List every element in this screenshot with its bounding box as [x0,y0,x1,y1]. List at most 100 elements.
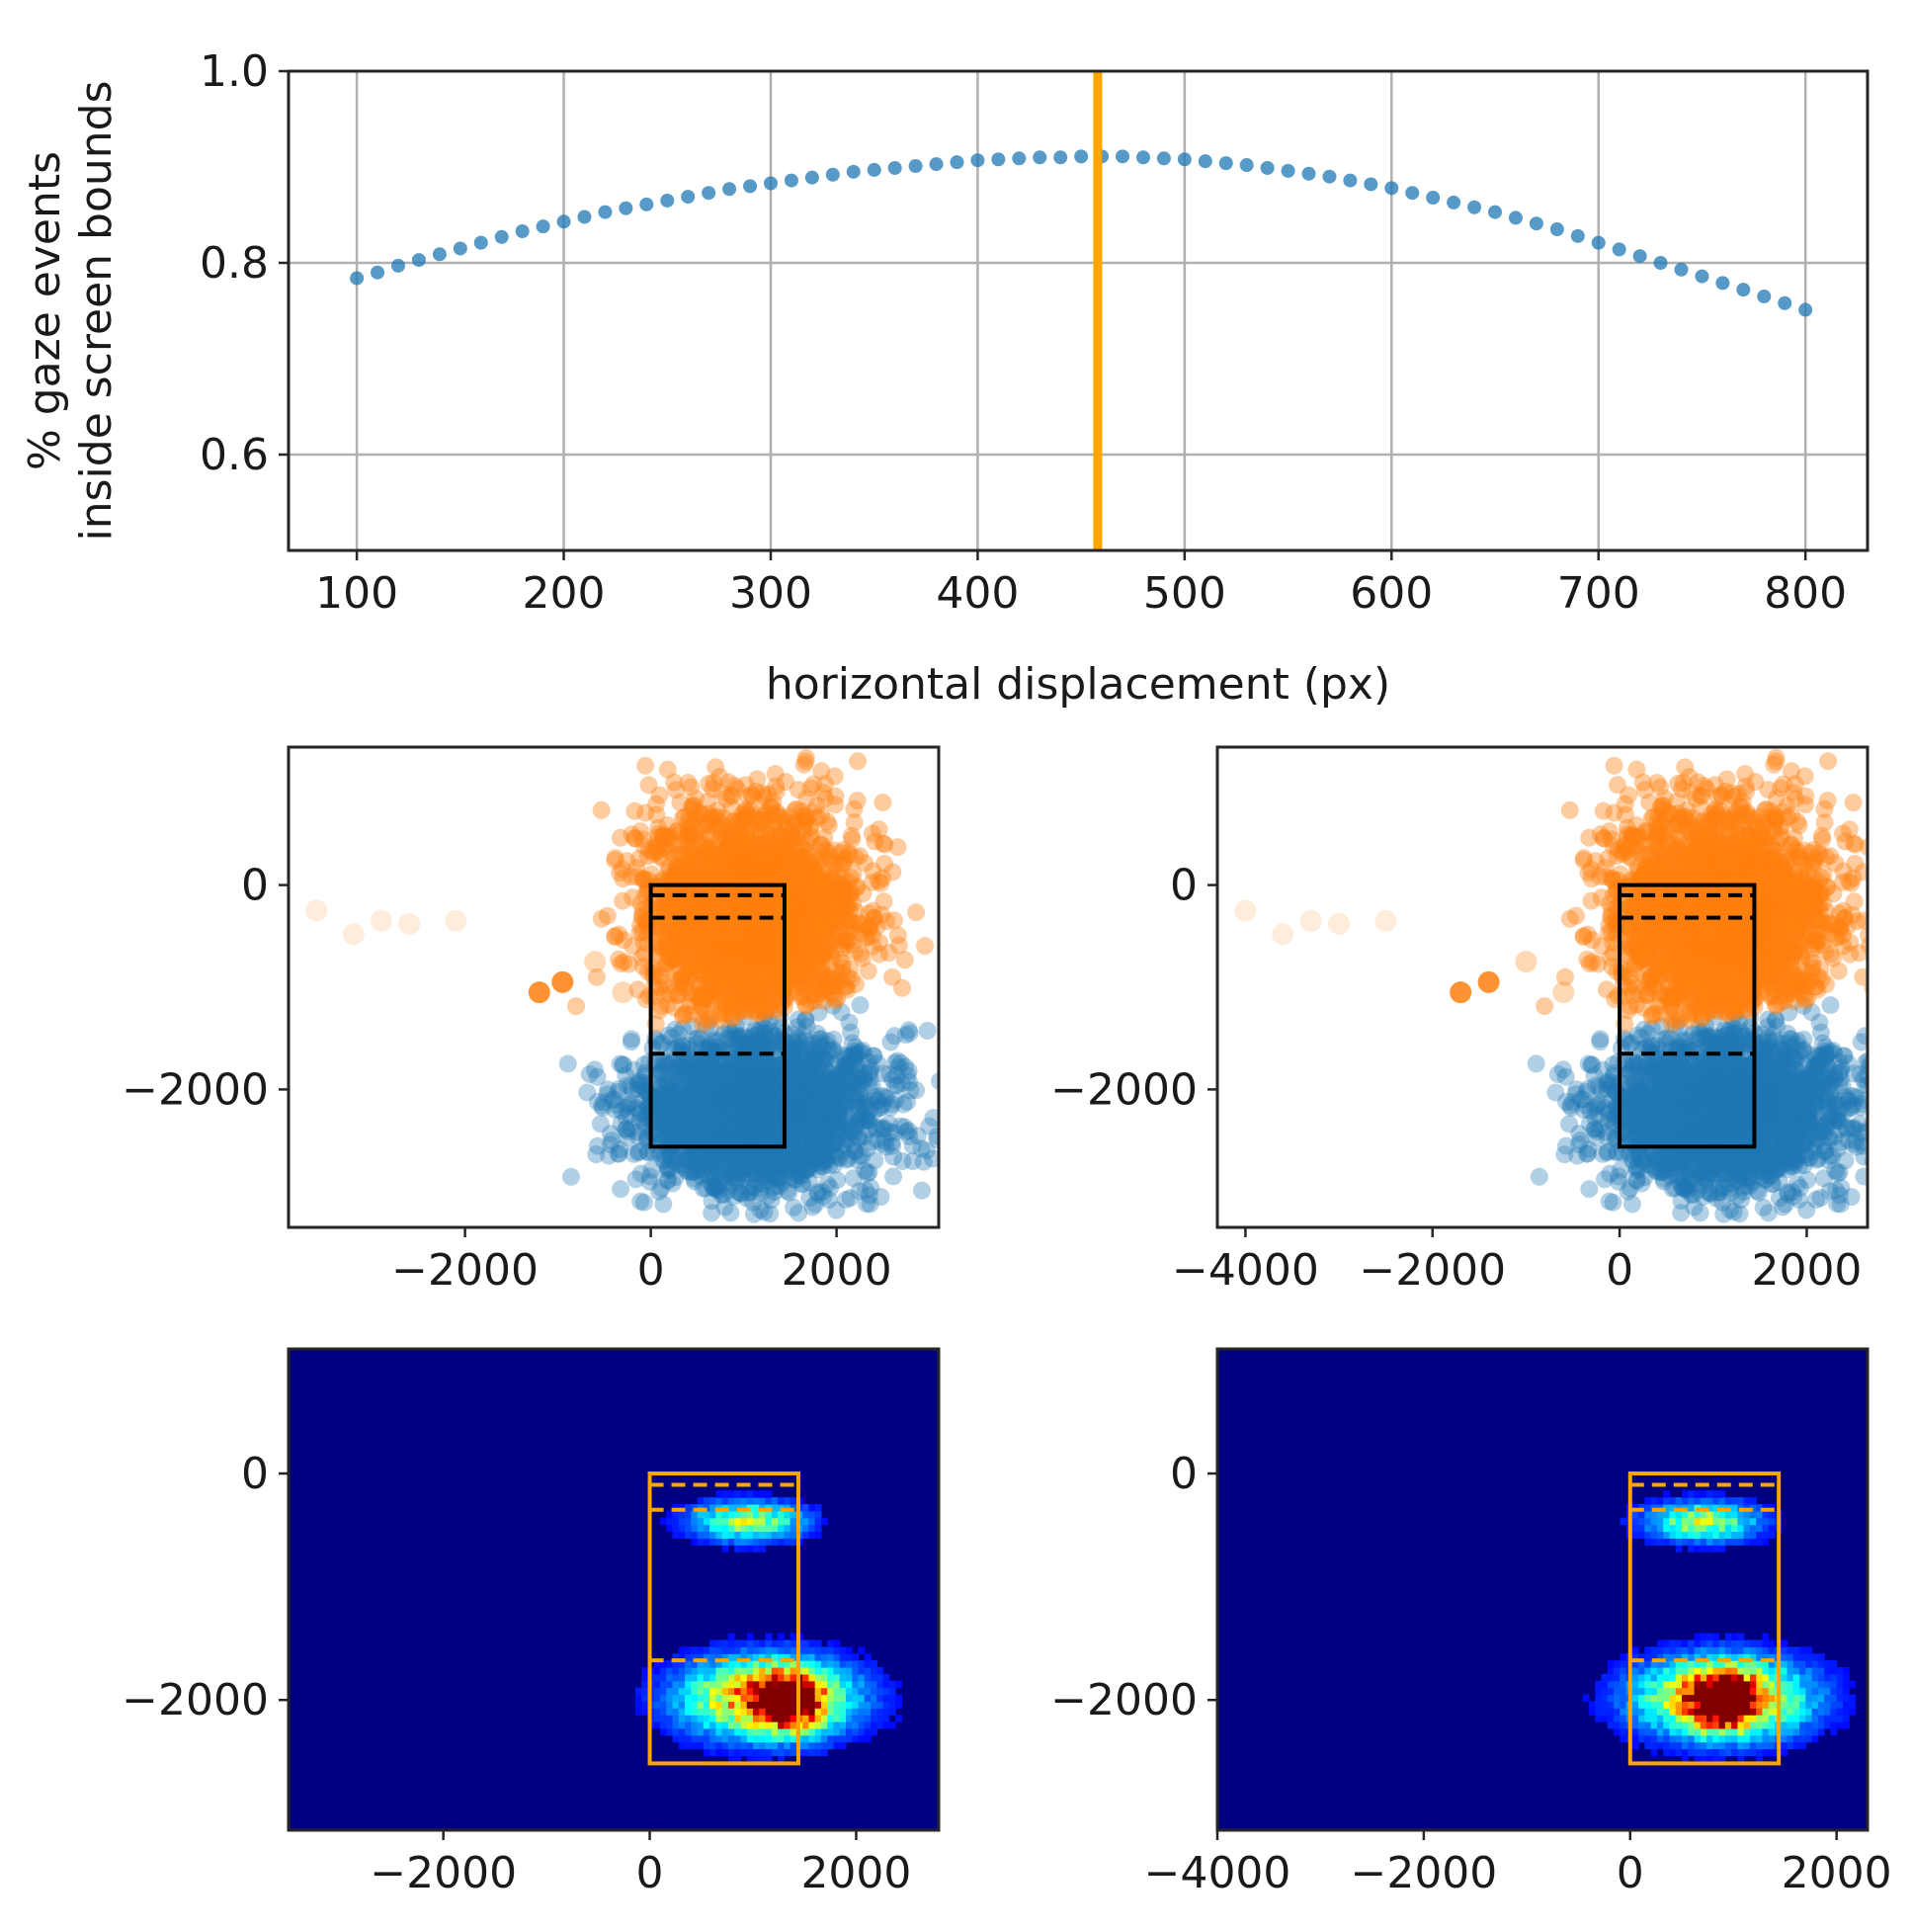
mid-left-blue-point [704,1177,722,1196]
mid-left-blue-point [819,1191,838,1210]
mid-left-blue-point [824,1040,843,1058]
mid-left-blue-point [677,1086,696,1105]
mid-left-blue-point [833,1112,852,1131]
mid-left-blue-point [787,1170,805,1189]
mid-left-blue-point [744,1164,763,1183]
mid-left-blue-point [807,1085,826,1104]
mid-left-blue-point [755,1019,774,1038]
mid-left-blue-point [727,1127,746,1145]
mid-left-blue-point [738,1111,757,1130]
mid-left-blue-point [724,1071,743,1090]
mid-left-blue-point [634,1112,653,1131]
mid-left-blue-point [825,1089,844,1108]
mid-left-blue-point [790,1101,808,1120]
mid-left-blue-point [752,1113,771,1132]
mid-left-orange-point [623,888,642,907]
top-data-point [1715,276,1730,291]
mid-left-blue-point [739,1033,758,1051]
mid-left-blue-point [638,1128,657,1146]
mid-left-blue-point [686,1112,705,1131]
mid-left-blue-point [783,1130,801,1148]
mid-left-blue-point [651,1035,670,1053]
top-data-point [1757,289,1772,303]
mid-left-blue-point [719,1062,738,1081]
mid-left-blue-point [736,1047,755,1065]
mid-left-blue-point [793,1094,812,1113]
mid-left-blue-point [658,1054,677,1073]
mid-left-blue-point [679,1085,698,1104]
mid-left-blue-point [767,1061,786,1080]
mid-left-blue-point [680,1102,699,1121]
mid-left-blue-point [823,1072,842,1091]
mid-left-blue-point [697,1114,715,1133]
top-y-axis-label: % gaze events inside screen bounds [20,81,122,542]
mid-left-blue-point [794,1068,813,1087]
top-data-point [1364,177,1378,192]
mid-left-blue-point [783,1088,801,1107]
mid-left-blue-point [859,1112,877,1131]
mid-left-blue-point [757,1118,776,1136]
mid-left-blue-point [792,1033,811,1051]
mid-left-blue-point [738,1074,757,1093]
mid-left-blue-point [696,1058,714,1077]
mid-left-blue-point [850,1146,869,1165]
mid-left-orange-point [592,800,611,819]
mid-left-blue-point [796,1032,815,1050]
mid-left-blue-point [725,1074,744,1093]
mid-left-blue-point [729,1074,748,1093]
mid-left-blue-point [729,1088,748,1107]
mid-left-blue-point [753,1117,772,1135]
mid-left-blue-point [713,1042,732,1060]
mid-left-blue-point [841,1189,860,1208]
top-data-point [1343,173,1358,188]
mid-left-blue-point [818,1107,837,1126]
mid-left-blue-point [770,1170,789,1189]
mid-left-blue-point [747,1092,766,1111]
mid-left-blue-point [673,1037,692,1055]
mid-left-blue-point [613,1101,631,1120]
top-data-point [411,253,426,268]
mid-left-blue-point [698,1092,716,1111]
mid-left-blue-point [762,1035,781,1053]
top-data-point [371,265,385,280]
mid-left-blue-point [715,1119,734,1137]
mid-left-blue-point [652,1078,671,1097]
mid-left-blue-point [801,1121,820,1139]
mid-left-blue-point [768,1085,787,1104]
mid-left-blue-point [751,1201,770,1219]
mid-left-blue-point [811,1122,830,1140]
mid-left-blue-point [879,1115,898,1134]
mid-left-orange-point [916,937,935,956]
mid-left-blue-point [708,1146,727,1165]
mid-left-blue-point [854,1041,873,1059]
mid-left-blue-point [765,1092,784,1111]
top-data-point [1467,200,1482,214]
mid-left-blue-point [738,1150,757,1169]
mid-left-blue-point [651,1090,670,1109]
mid-left-blue-point [603,1132,622,1150]
mid-left-blue-point [739,1086,758,1105]
mid-left-blue-point [703,1032,721,1050]
mid-left-blue-point [580,1065,599,1084]
mid-left-blue-point [578,1083,597,1102]
mid-left-blue-point [725,1052,744,1071]
mid-left-blue-point [746,1097,765,1116]
mid-left-blue-point [724,1097,743,1116]
mid-left-blue-point [660,1120,679,1138]
mid-left-blue-point [715,1094,734,1113]
mid-left-blue-point [817,1137,836,1156]
top-data-point [432,247,447,262]
mid-left-blue-point [713,1104,732,1123]
mid-left-blue-point [724,1187,743,1206]
top-data-point [1529,216,1543,231]
mid-left-blue-point [701,1061,719,1080]
mid-left-blue-point [742,1106,761,1125]
mid-left-blue-point [745,1091,764,1110]
mid-left-blue-point [809,1149,828,1168]
mid-left-blue-point [830,1101,849,1120]
mid-left-blue-point [693,1071,711,1090]
mid-left-blue-point [739,1038,758,1056]
mid-left-blue-point [858,1164,876,1183]
mid-left-blue-point [817,1109,836,1128]
